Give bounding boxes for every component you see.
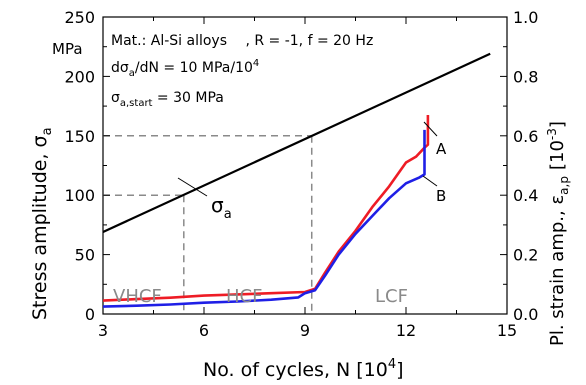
y-left-tick-label: 100: [64, 186, 95, 205]
series-a-leader: [423, 121, 438, 137]
annotation-rate: dσa/dN = 10 MPa/104: [111, 58, 259, 79]
y-right-axis-label-unit-sup: -3: [545, 128, 559, 140]
y-right-tick-label: 0.0: [513, 305, 538, 324]
x-tick-label: 9: [300, 321, 310, 340]
x-tick-label: 6: [199, 321, 209, 340]
y-left-tick-label: 250: [64, 8, 95, 27]
region-label-lcf: LCF: [375, 286, 408, 307]
series-b-label: B: [436, 187, 446, 205]
x-axis-label-sup: 4: [388, 357, 396, 372]
y-right-tick-labels: 0.0 0.2 0.4 0.6 0.8 1.0: [513, 8, 538, 324]
y-left-tick-label: 200: [64, 67, 95, 86]
x-tick-label: 15: [497, 321, 517, 340]
y-right-axis-label-text: Pl. strain amp., ε: [547, 195, 568, 346]
annotation-conditions-text: , R = -1, f = 20 Hz: [245, 33, 373, 49]
y-right-tick-label: 0.6: [513, 127, 538, 146]
sigma-label-leader: [177, 177, 208, 197]
y-left-axis-label: Stress amplitude, σa: [29, 127, 55, 320]
x-axis-label-text: No. of cycles, N [10: [203, 359, 388, 381]
annotation-material: Mat.: Al-Si alloys , R = -1, f = 20 Hz: [111, 33, 373, 49]
sigma-series-label-main: σ: [211, 193, 224, 217]
y-right-tick-label: 0.4: [513, 186, 538, 205]
x-axis-label-close: ]: [396, 359, 403, 381]
series-a-label: A: [436, 140, 447, 158]
series-line-a: [102, 115, 430, 302]
y-right-axis-label: Pl. strain amp., εa,p [10-3]: [545, 121, 571, 346]
x-tick-label: 3: [98, 321, 108, 340]
annotation-rate-sup: 4: [253, 58, 259, 69]
y-left-axis-label-sub: a: [40, 127, 55, 135]
annotation-start-value: = 30 MPa: [152, 90, 223, 106]
y-right-tick-label: 0.8: [513, 67, 538, 86]
annotation-material-text: Mat.: Al-Si alloys: [111, 33, 227, 49]
annotation-start-symbol: σ: [111, 90, 120, 106]
y-right-tick-label: 0.2: [513, 246, 538, 265]
series-b-leader: [422, 175, 438, 187]
annotation-rate-prefix: dσ: [111, 60, 129, 76]
axis-ticks: [102, 16, 508, 315]
reference-lines: [103, 135, 313, 314]
y-right-axis-label-unit-close: ]: [547, 121, 568, 128]
y-left-tick-label: 150: [64, 127, 95, 146]
x-axis-label: No. of cycles, N [104]: [203, 357, 404, 381]
y-right-axis-label-unit: [10: [547, 140, 568, 170]
annotation-rate-sub: a: [129, 68, 135, 79]
y-left-tick-label: 50: [75, 246, 95, 265]
annotation-rate-body: /dN = 10 MPa/10: [135, 60, 253, 76]
y-left-axis-label-text: Stress amplitude, σ: [29, 135, 51, 320]
x-tick-label: 12: [396, 321, 416, 340]
region-label-hcf: HCF: [226, 286, 262, 307]
series-line-sigma-a: [102, 52, 491, 233]
y-right-axis-label-sub: a,p: [557, 176, 571, 195]
series-lines: [102, 52, 491, 308]
y-left-axis-unit: MPa: [52, 40, 83, 58]
annotation-start-sub: a,start: [120, 98, 153, 109]
region-label-vhcf: VHCF: [113, 286, 162, 307]
y-right-tick-label: 1.0: [513, 8, 538, 27]
y-left-tick-label: 0: [85, 305, 95, 324]
annotation-start: σa,start = 30 MPa: [111, 90, 224, 109]
sigma-series-label: σa: [211, 193, 232, 222]
series-line-b: [102, 129, 426, 308]
x-tick-labels: 3 6 9 12 15: [98, 321, 517, 340]
y-left-tick-labels: 0 50 100 150 200 250: [64, 8, 95, 324]
sigma-series-label-sub: a: [224, 207, 232, 222]
